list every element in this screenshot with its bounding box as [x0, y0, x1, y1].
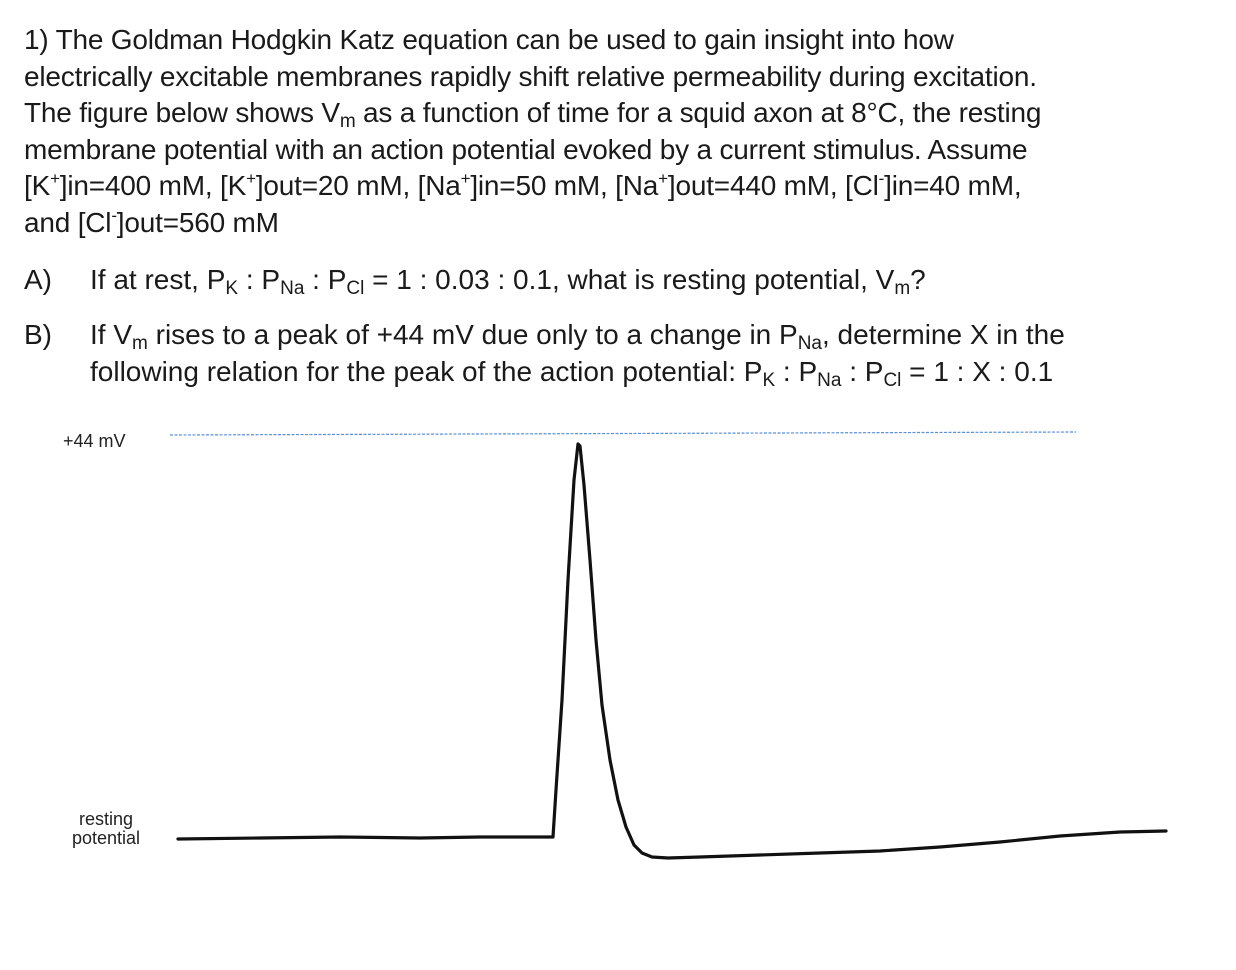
- peak-reference-line: [169, 431, 1077, 436]
- part-a-text: If at rest, PK : PNa : PCl = 1 : 0.03 : …: [90, 262, 926, 299]
- part-a-t3: : P: [304, 264, 347, 295]
- part-b-text: If Vm rises to a peak of +44 mV due only…: [90, 317, 1065, 390]
- conc-na-out-value: ]out=440 mM, [Cl: [667, 170, 879, 201]
- action-potential-trace: [176, 442, 1168, 860]
- part-b-line-2: following relation for the peak of the a…: [90, 355, 1054, 390]
- resting-label-1: resting: [79, 809, 134, 829]
- part-a-s3: Cl: [346, 278, 365, 299]
- part-a-letter: A): [24, 264, 52, 295]
- part-b-l2-t2: : P: [775, 355, 818, 387]
- question-line-3: The figure below shows Vm as a function …: [24, 95, 1224, 132]
- part-b-l2-s1: K: [762, 369, 776, 391]
- intro-line-1: The Goldman Hodgkin Katz equation can be…: [55, 24, 954, 55]
- peak-label: +44 mV: [63, 431, 126, 451]
- conc-na-in-value: ]in=50 mM, [Na: [470, 170, 659, 201]
- conc-k-in: [K: [24, 170, 51, 201]
- question-text: 1) The Goldman Hodgkin Katz equation can…: [24, 22, 1224, 241]
- conc-k-out-value: ]out=20 mM, [Na: [255, 170, 461, 201]
- intro-line-3-a: The figure below shows V: [24, 97, 340, 128]
- conc-cl-out: and [Cl: [24, 206, 112, 238]
- vm-subscript: m: [339, 111, 356, 132]
- part-a-t4: = 1 : 0.03 : 0.1, what is resting potent…: [364, 264, 895, 295]
- question-line-6: and [Cl-]out=560 mM: [24, 205, 1224, 242]
- question-number: 1): [24, 24, 49, 55]
- na-out-charge: +: [658, 169, 668, 188]
- part-a-t1: If at rest, P: [90, 264, 226, 295]
- question-line-1: 1) The Goldman Hodgkin Katz equation can…: [24, 22, 1224, 59]
- question-line-5: [K+]in=400 mM, [K+]out=20 mM, [Na+]in=50…: [24, 168, 1224, 205]
- conc-k-in-value: ]in=400 mM, [K: [59, 170, 247, 201]
- part-b-letter: B): [24, 319, 52, 350]
- conc-cl-out-value: ]out=560 mM: [116, 206, 279, 238]
- part-a-t2: : P: [238, 264, 281, 295]
- part-b-line-1: If Vm rises to a peak of +44 mV due only…: [90, 319, 1065, 353]
- part-a-s1: K: [225, 278, 239, 299]
- part-a-s2: Na: [280, 278, 305, 299]
- k-in-charge: +: [50, 169, 60, 188]
- conc-cl-in-value: ]in=40 mM,: [884, 170, 1022, 201]
- na-in-charge: +: [460, 169, 471, 188]
- part-b-l1-t3: , determine X in the: [822, 319, 1065, 350]
- resting-label-2: potential: [72, 828, 141, 848]
- k-out-charge: +: [246, 169, 256, 188]
- part-b-l2-t3: : P: [841, 355, 884, 387]
- part-b-l2-t4: = 1 : X : 0.1: [901, 355, 1054, 387]
- intro-line-3-b: as a function of time for a squid axon a…: [355, 97, 1042, 128]
- cl-out-charge: -: [111, 205, 117, 225]
- part-b-l2-t1: following relation for the peak of the a…: [90, 355, 763, 387]
- question-line-2: electrically excitable membranes rapidly…: [24, 60, 1037, 92]
- part-b-l1-s1: m: [132, 333, 148, 354]
- part-a-t5: ?: [910, 264, 926, 295]
- part-b-l1-s2: Na: [797, 333, 822, 354]
- part-b-l2-s3: Cl: [883, 369, 902, 391]
- part-a-s4: m: [894, 278, 911, 299]
- part-b-l1-t1: If V: [90, 319, 133, 350]
- cl-in-charge: -: [878, 169, 885, 188]
- part-b-l2-s2: Na: [817, 369, 842, 391]
- part-b-l1-t2: rises to a peak of +44 mV due only to a …: [147, 319, 798, 350]
- question-line-4: membrane potential with an action potent…: [24, 133, 1028, 165]
- resting-label: resting potential: [72, 810, 140, 848]
